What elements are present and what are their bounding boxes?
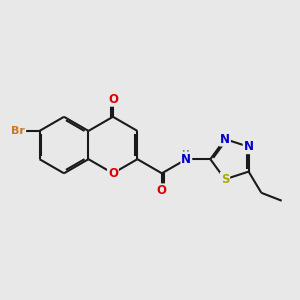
Text: N: N [181,153,191,166]
Text: O: O [108,167,118,180]
Text: O: O [157,184,167,197]
Text: N: N [244,140,254,153]
Text: Br: Br [11,126,25,136]
Text: S: S [221,173,229,186]
Text: N: N [220,133,230,146]
Text: O: O [108,93,118,106]
Text: H: H [181,150,189,159]
